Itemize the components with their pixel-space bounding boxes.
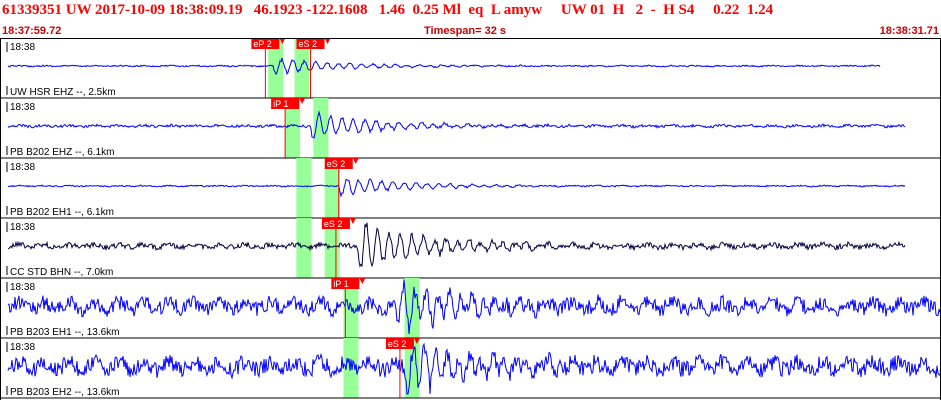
pick-label: eS 2 — [327, 159, 346, 169]
pick-triangle-icon — [279, 38, 286, 44]
trace-time-label: 18:38 — [10, 162, 35, 173]
trace-station-label: PB B202 EHZ --, 6.1km — [10, 147, 114, 158]
waveform-trace — [7, 57, 881, 76]
seismogram-panel[interactable]: eP 2 eS 2 18:38 UW HSR EHZ --, 2.5km iP 1 18:… — [0, 38, 941, 400]
pick-flag[interactable] — [385, 338, 414, 349]
end-time: 18:38:31.71 — [879, 25, 939, 37]
pick-flag[interactable] — [324, 158, 353, 169]
pick-triangle-icon — [349, 218, 356, 224]
pick-flag[interactable] — [296, 38, 325, 49]
trace-station-label: PB B202 EH1 --, 6.1km — [10, 207, 114, 218]
waveform-trace — [7, 222, 906, 268]
waveform-trace — [7, 178, 906, 198]
pick-window — [296, 218, 312, 278]
pick-triangle-icon — [352, 158, 359, 164]
pick-window — [294, 38, 310, 98]
pick-triangle-icon — [324, 38, 331, 44]
trace-row[interactable]: eS 2 18:38 PB B203 EH2 --, 13.6km — [0, 338, 941, 399]
event-header: 61339351 UW 2017-10-09 18:38:09.19 46.19… — [0, 0, 941, 38]
pick-label: iP 1 — [273, 99, 288, 109]
pick-window — [285, 98, 301, 158]
pick-window — [296, 158, 312, 218]
trace-row[interactable]: eS 2 18:38 PB B202 EH1 --, 6.1km — [0, 158, 941, 219]
waveform-trace — [7, 342, 941, 395]
timespan-label: Timespan= 32 s — [424, 25, 507, 37]
pick-window — [404, 338, 420, 398]
waveform-trace — [7, 279, 941, 335]
trace-station-label: CC STD BHN --, 7.0km — [10, 267, 113, 278]
pick-triangle-icon — [359, 278, 366, 284]
pick-window — [343, 338, 359, 398]
trace-station-label: PB B203 EH2 --, 13.6km — [10, 387, 120, 398]
pick-flag[interactable] — [331, 278, 360, 289]
trace-time-label: 18:38 — [10, 222, 35, 233]
pick-triangle-icon — [299, 98, 306, 104]
trace-row[interactable]: iP 1 18:38 PB B203 EH1 --, 13.6km — [0, 278, 941, 339]
trace-time-label: 18:38 — [10, 342, 35, 353]
pick-window — [268, 38, 284, 98]
trace-row[interactable]: eS 2 18:38 CC STD BHN --, 7.0km — [0, 218, 941, 279]
pick-window — [313, 98, 329, 158]
pick-window — [324, 158, 340, 218]
trace-time-label: 18:38 — [10, 102, 35, 113]
pick-flag[interactable] — [271, 98, 300, 109]
pick-flag[interactable] — [321, 218, 350, 229]
pick-label: eS 2 — [324, 219, 343, 229]
event-summary-line: 61339351 UW 2017-10-09 18:38:09.19 46.19… — [2, 2, 774, 18]
pick-label: eP 2 — [253, 39, 271, 49]
waveform-trace — [7, 110, 906, 139]
trace-row[interactable]: iP 1 18:38 PB B202 EHZ --, 6.1km — [0, 98, 941, 159]
start-time: 18:37:59.72 — [2, 25, 62, 37]
trace-station-label: PB B203 EH1 --, 13.6km — [10, 327, 120, 338]
trace-time-label: 18:38 — [10, 42, 35, 53]
pick-label: eS 2 — [299, 39, 318, 49]
pick-flag[interactable] — [251, 38, 280, 49]
trace-station-label: UW HSR EHZ --, 2.5km — [10, 87, 116, 98]
pick-label: eS 2 — [388, 339, 407, 349]
trace-time-label: 18:38 — [10, 282, 35, 293]
trace-row[interactable]: eP 2 eS 2 18:38 UW HSR EHZ --, 2.5km — [0, 38, 941, 99]
pick-label: iP 1 — [333, 279, 348, 289]
pick-triangle-icon — [413, 338, 420, 344]
